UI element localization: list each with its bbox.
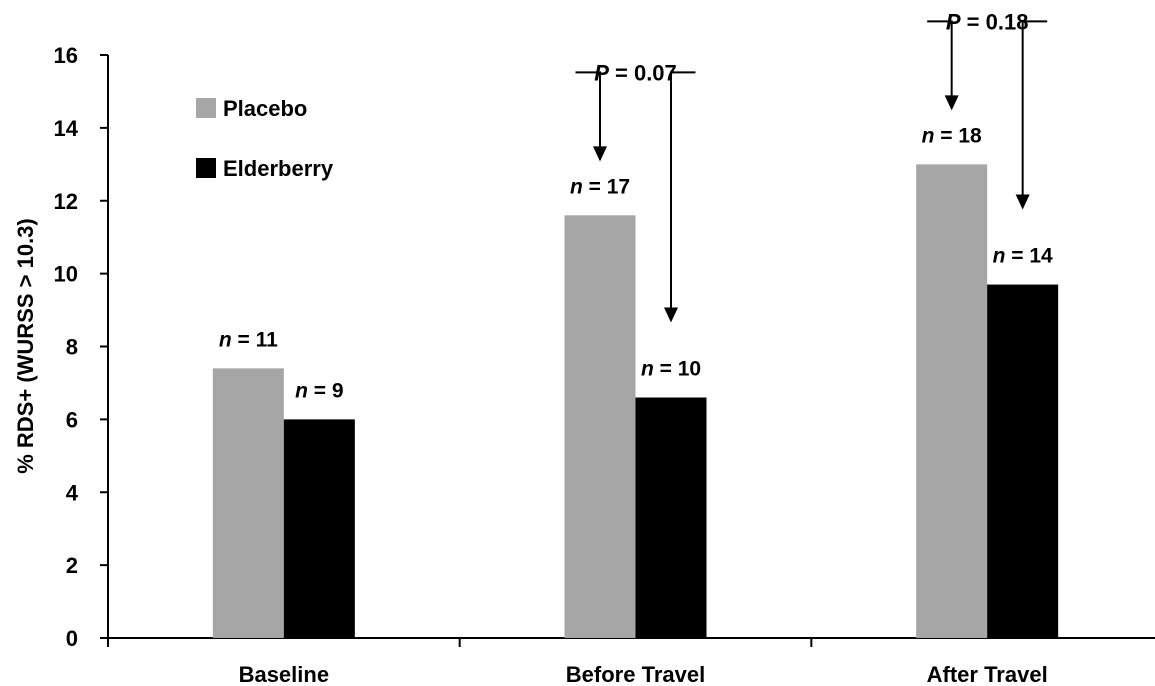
arrow-head [1015,194,1030,210]
arrow-head [593,146,607,162]
y-tick-label: 2 [66,553,78,578]
legend-swatch-placebo [196,98,216,118]
bar-elderberry [987,284,1059,638]
x-tick-label: Before Travel [566,662,705,686]
n-label: n = 10 [641,358,701,381]
p-value-bracket: P = 0.07 [575,60,696,323]
y-tick-label: 16 [54,43,78,68]
y-tick-label: 14 [54,116,79,141]
y-tick-label: 4 [66,480,79,505]
bracket-left-line [575,71,601,148]
bar-placebo [212,368,284,638]
bar-elderberry [283,419,355,638]
bracket-left-line [927,20,953,97]
n-label: n = 9 [295,379,343,402]
n-label: n = 14 [993,245,1053,268]
bar-elderberry [635,397,707,638]
p-value-label: P = 0.18 [946,9,1029,34]
y-tick-label: 10 [54,262,78,287]
bars [212,164,1059,638]
p-value-bracket: P = 0.18 [927,9,1048,210]
arrow-head [664,307,678,323]
y-axis-label: % RDS+ (WURSS > 10.3) [13,218,38,474]
bracket-right-line [670,71,696,309]
n-label: n = 17 [570,175,630,198]
bar-placebo [916,164,988,638]
y-tick-label: 12 [54,189,78,214]
bracket-right-line [1021,20,1048,196]
legend-label-placebo: Placebo [223,96,307,121]
n-label: n = 18 [922,124,982,147]
legend-swatch-elderberry [196,158,216,178]
x-tick-label: After Travel [927,662,1048,686]
annotations: n = 11 n = 9 n = 17 n = 10 n = 18 n = 14 P = 0… [219,9,1053,402]
y-tick-label: 8 [66,335,78,360]
legend-label-elderberry: Elderberry [223,156,334,181]
arrow-head [944,95,959,111]
n-label: n = 11 [219,328,278,351]
p-value-label: P = 0.07 [594,60,677,85]
y-tick-label: 0 [66,626,78,651]
x-tick-label: Baseline [239,662,330,686]
bar-placebo [564,215,636,638]
y-tick-label: 6 [66,407,78,432]
legend: Placebo Elderberry [196,96,334,181]
